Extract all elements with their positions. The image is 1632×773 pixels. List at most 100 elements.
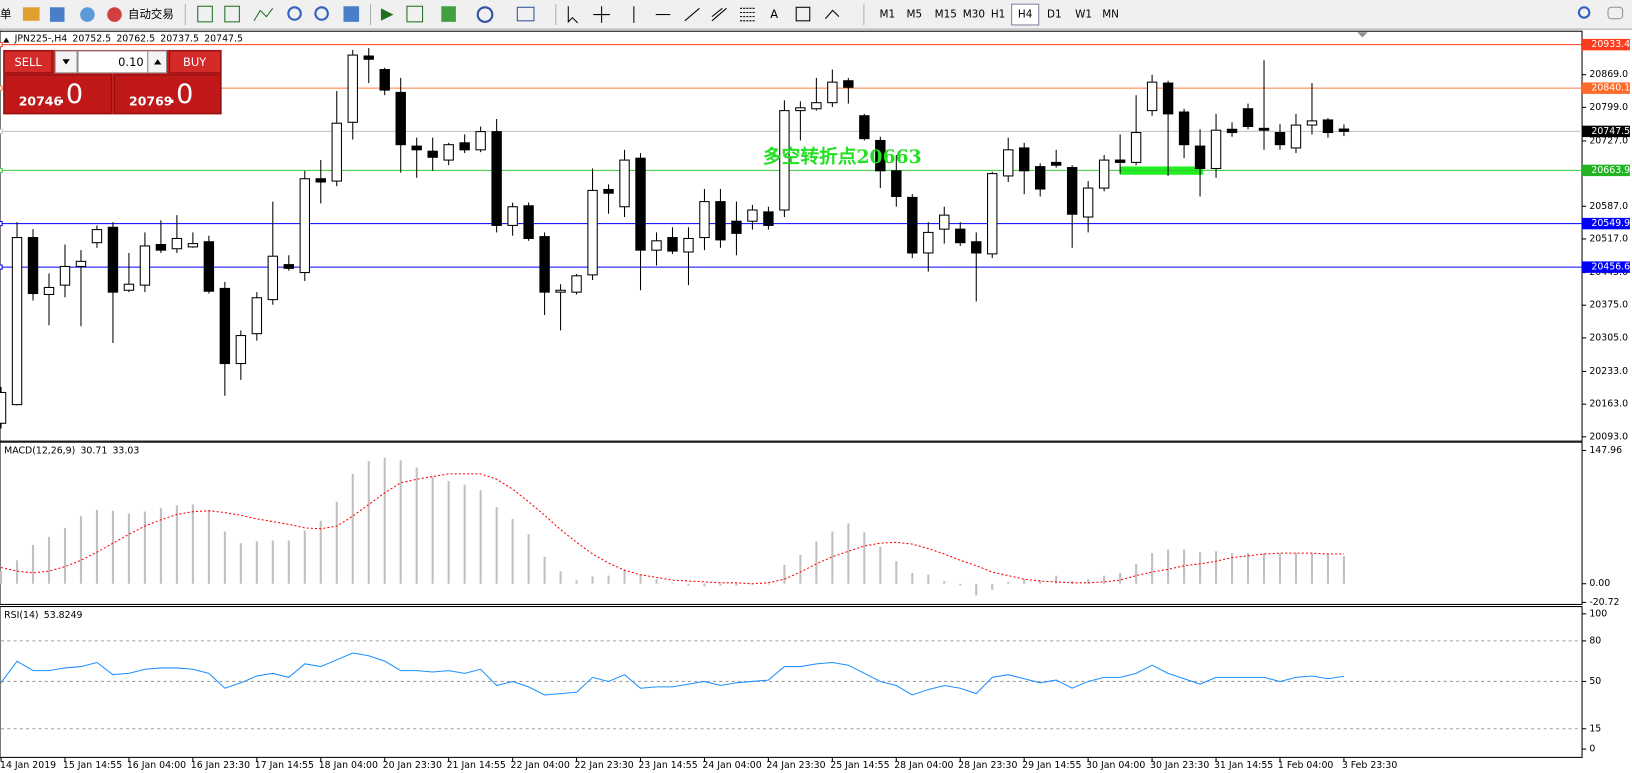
fibo-tool[interactable] (740, 7, 755, 22)
ask-price[interactable]: 20769 (129, 93, 172, 108)
icon[interactable] (197, 5, 213, 23)
icon[interactable] (380, 8, 394, 21)
candle-body (1178, 111, 1190, 146)
sell-label[interactable]: SELL (14, 55, 42, 69)
candle-body (619, 159, 630, 208)
candle-body (155, 244, 167, 251)
macd-panel-frame (0, 441, 1583, 605)
bid-fraction[interactable]: .0 (57, 79, 83, 110)
price-label: 20456.6 (1591, 262, 1630, 273)
rsi-line (0, 652, 1345, 696)
bid-price[interactable]: 20746 (19, 93, 62, 108)
timeframe-button[interactable]: D1 (1047, 9, 1062, 21)
ask-fraction[interactable]: .0 (168, 79, 194, 110)
buy-label[interactable]: BUY (183, 55, 207, 69)
line-handle (0, 220, 3, 227)
timeframe-button[interactable]: H1 (991, 9, 1005, 21)
candle-body (107, 226, 119, 293)
timeframe-button[interactable]: W1 (1075, 9, 1092, 21)
candle-body (1130, 132, 1142, 163)
y-tick-label: 0.00 (1589, 578, 1610, 589)
search[interactable] (1577, 6, 1591, 19)
candle-body (1050, 161, 1062, 166)
candle-body (11, 237, 23, 406)
icon[interactable] (253, 8, 274, 22)
candle-body (1274, 132, 1286, 146)
x-tick-label: 28 Jan 04:00 (894, 760, 953, 771)
header-part: 20752.5 (72, 33, 111, 44)
candle-body (1003, 149, 1014, 177)
icon[interactable] (22, 7, 40, 21)
y-tick-label: 20799.0 (1589, 102, 1628, 113)
crosshair-tool[interactable] (593, 6, 610, 23)
candle-body (1114, 159, 1126, 163)
selected-frame (1011, 3, 1040, 26)
candle-body (523, 205, 534, 239)
timeframe-button[interactable]: M30 (963, 9, 985, 21)
candle-body (75, 260, 87, 267)
icon[interactable] (49, 7, 65, 22)
candle-body (587, 189, 598, 276)
header-part: 33.03 (112, 445, 139, 456)
timeframe-button[interactable]: M1 (879, 9, 895, 21)
icon[interactable] (476, 6, 494, 23)
candle-body (1322, 119, 1334, 134)
chat[interactable] (1607, 6, 1624, 20)
timeframe-button[interactable]: MN (1102, 9, 1119, 21)
icon[interactable] (516, 6, 535, 22)
auto-trade-button[interactable]: 自动交易 (128, 7, 174, 21)
header-part: JPN225-,H4 (14, 33, 68, 44)
candle-body (955, 228, 966, 244)
x-tick-label: 25 Jan 14:55 (830, 760, 889, 771)
timeframe-button[interactable]: M5 (907, 9, 923, 21)
header-part: 30.71 (80, 445, 107, 456)
icon[interactable] (406, 5, 424, 23)
line-handle (0, 167, 3, 173)
zoom-out[interactable] (314, 6, 329, 21)
candle-body (491, 131, 502, 226)
timeframes: M1 M5 M15 M30 H1 H4 D1 W1 MN (879, 3, 1119, 26)
timeframe-button[interactable]: M15 (935, 9, 957, 21)
candle-body (779, 110, 790, 211)
x-tick-label: 17 Jan 14:55 (255, 760, 314, 771)
icon[interactable] (441, 6, 456, 22)
buy-button[interactable] (169, 50, 222, 74)
ask-box[interactable] (113, 74, 222, 114)
auto-trade-icon[interactable] (107, 7, 122, 22)
sell-button[interactable] (3, 50, 53, 74)
text-tool[interactable]: A (770, 7, 778, 21)
x-tick-label: 20 Jan 23:30 (383, 760, 442, 771)
line-handle (0, 264, 3, 270)
y-tick-label: 20093.0 (1589, 431, 1628, 442)
candle-body (91, 229, 103, 244)
trendline-tool[interactable] (684, 7, 700, 22)
label-tool[interactable] (795, 6, 811, 22)
y-tick-label: 20727.0 (1589, 135, 1628, 146)
candle-body (331, 122, 342, 182)
candle-body (411, 145, 422, 151)
candle-body (1098, 159, 1110, 189)
price-label-bg (1582, 217, 1630, 230)
candle-body (395, 91, 406, 146)
zoom-in[interactable] (287, 6, 302, 21)
candle-body (683, 237, 694, 253)
candle-body (1338, 128, 1350, 132)
candle-body (475, 131, 486, 151)
arrow-tool[interactable] (824, 9, 840, 20)
icon[interactable] (80, 7, 95, 22)
lot-value[interactable]: 0.10 (118, 55, 143, 69)
x-tick-label: 31 Jan 14:55 (1214, 760, 1273, 771)
channel-tool[interactable] (711, 7, 727, 22)
cursor-tool[interactable] (567, 6, 579, 24)
candle-body (1146, 81, 1158, 112)
icon[interactable] (224, 5, 240, 23)
y-tick-label: 20305.0 (1589, 332, 1628, 343)
menu-label[interactable]: 单 (0, 7, 11, 21)
timeframe-button[interactable]: H4 (1018, 9, 1033, 21)
candle-body (315, 178, 326, 183)
y-tick-label: 20587.0 (1589, 201, 1628, 212)
bid-box[interactable] (3, 74, 112, 114)
candle-body (299, 178, 310, 274)
candle-body (795, 107, 806, 112)
icon[interactable] (343, 6, 360, 22)
